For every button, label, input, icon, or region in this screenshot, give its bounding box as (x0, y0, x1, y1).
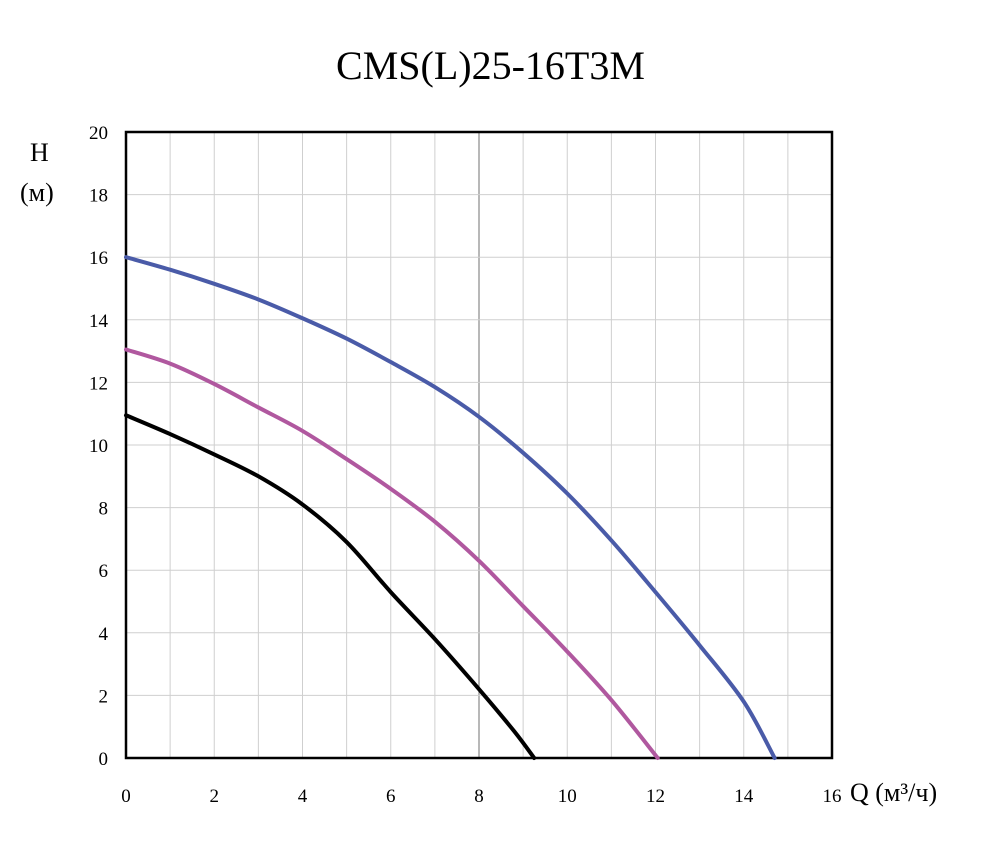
plot-frame (124, 130, 834, 760)
x-tick-label: 12 (646, 786, 665, 807)
x-tick-label: 8 (474, 786, 484, 807)
chart-title: CMS(L)25-16T3M (336, 43, 645, 88)
y-tick-label: 4 (99, 624, 109, 645)
series-line-curve-top (124, 255, 777, 760)
y-tick-label: 20 (89, 123, 108, 144)
x-tick-label: 0 (121, 786, 131, 807)
y-tick-label: 16 (89, 248, 108, 269)
x-tick-label: 10 (558, 786, 577, 807)
y-tick-label: 2 (99, 686, 109, 707)
y-tick-label: 10 (89, 436, 108, 457)
y-tick-label: 12 (89, 373, 108, 394)
y-axis-label: H (30, 138, 49, 167)
y-tick-label: 18 (89, 186, 108, 207)
x-tick-label: 16 (823, 786, 842, 807)
x-tick-label: 6 (386, 786, 396, 807)
series-line-curve-bottom (124, 413, 537, 760)
y-tick-label: 6 (99, 561, 109, 582)
x-tick-label: 2 (210, 786, 220, 807)
y-axis-unit-label: (м) (20, 178, 54, 207)
y-tick-label: 14 (89, 311, 109, 332)
x-tick-label: 14 (734, 786, 754, 807)
series-line-curve-middle (124, 347, 660, 760)
y-tick-label: 8 (99, 499, 109, 520)
y-tick-label: 0 (99, 749, 109, 770)
x-axis-label: Q (м³/ч) (850, 778, 938, 807)
x-tick-label: 4 (298, 786, 308, 807)
